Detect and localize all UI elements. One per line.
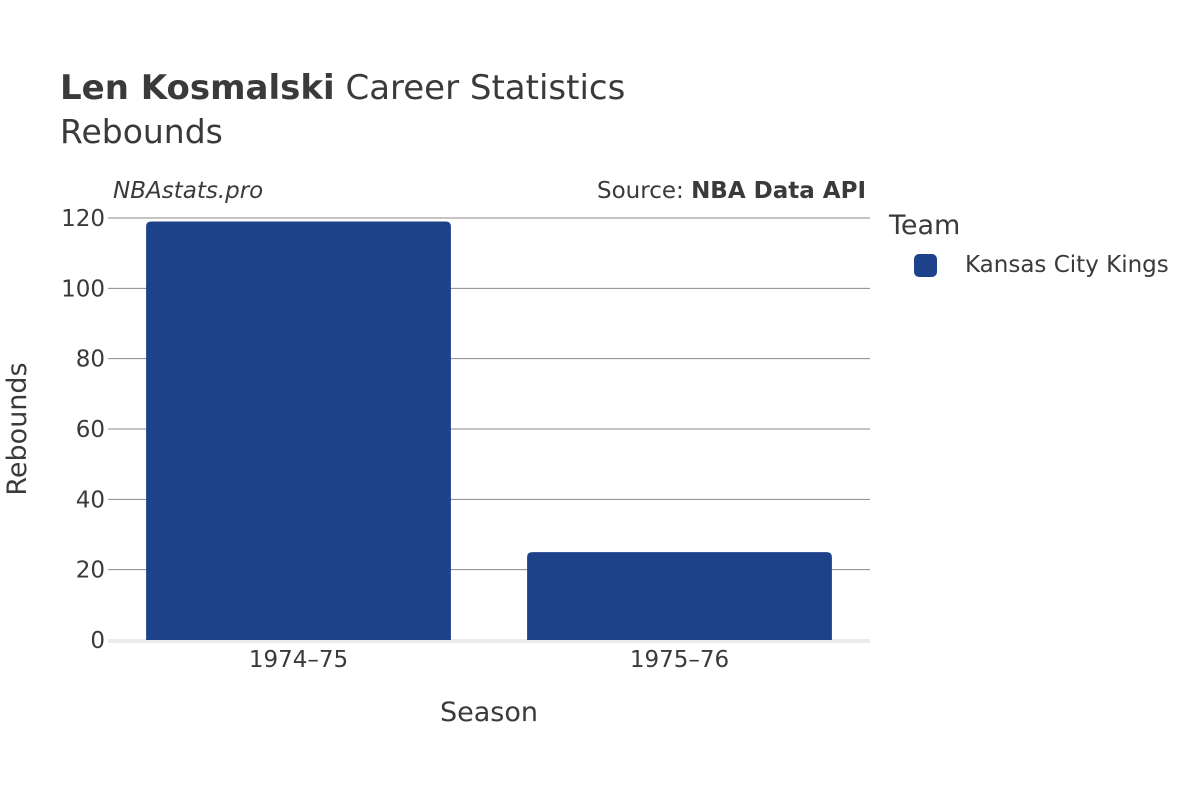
y-tick-label: 40 [76,487,105,513]
watermark: NBAstats.pro [113,178,264,204]
legend-swatch [914,253,937,277]
x-tick-label: 1974–75 [249,647,348,673]
title-player-name: Len Kosmalski [60,68,335,108]
x-tick-label: 1975–76 [630,647,729,673]
title-suffix: Career Statistics [334,68,626,108]
x-axis-label: Season [440,697,538,728]
legend-item[interactable]: Kansas City Kings [914,252,1169,278]
bar[interactable] [527,552,832,640]
x-axis-ticks: 1974–75 1975–76 [249,647,729,673]
y-tick-label: 0 [90,628,105,654]
source-prefix: Source: [597,178,692,204]
y-axis-ticks: 0 20 40 60 80 100 120 [61,206,105,654]
legend-label: Kansas City Kings [965,252,1169,278]
bar[interactable] [146,221,451,640]
chart-title: Len Kosmalski Career Statistics [60,68,625,108]
chart-subtitle: Rebounds [60,112,223,151]
bars [146,221,832,640]
y-tick-label: 120 [61,206,105,232]
y-tick-label: 80 [76,347,105,373]
source-name: NBA Data API [691,178,866,204]
source-credit: Source: NBA Data API [597,178,866,204]
y-tick-label: 20 [76,558,105,584]
y-tick-label: 60 [76,417,105,443]
y-axis-label: Rebounds [2,362,33,495]
y-tick-label: 100 [61,276,105,302]
legend-title: Team [889,210,961,241]
